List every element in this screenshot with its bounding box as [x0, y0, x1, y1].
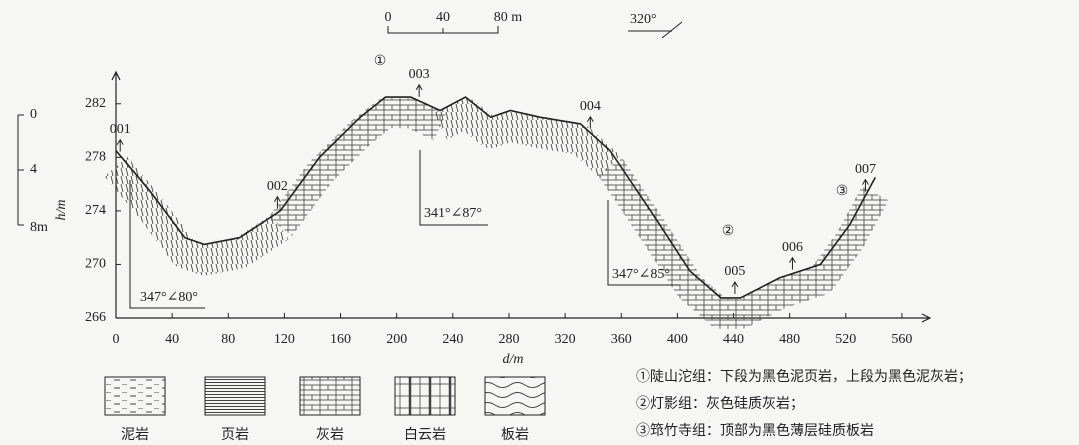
depth-label: 0 — [30, 107, 37, 122]
scale-label: 0 — [385, 10, 392, 25]
chart: 2662702742782820408012016020024028032036… — [0, 0, 1079, 445]
legend-label: 板岩 — [501, 427, 529, 443]
x-tick-label: 480 — [779, 332, 800, 347]
x-tick-label: 80 — [221, 332, 235, 347]
x-tick-label: 400 — [667, 332, 688, 347]
note: ②灯影组：灰色硅质灰岩； — [636, 395, 804, 412]
x-tick-label: 520 — [835, 332, 856, 347]
station-label: 007 — [855, 162, 876, 177]
station-label: 004 — [580, 99, 601, 114]
rock-band — [280, 113, 440, 227]
x-tick-label: 560 — [891, 332, 912, 347]
x-tick-label: 120 — [274, 332, 295, 347]
y-tick-label: 278 — [85, 150, 106, 165]
station-label: 005 — [724, 264, 745, 279]
legend-label: 灰岩 — [316, 427, 344, 443]
station-label: 002 — [267, 179, 288, 194]
legend-swatch — [395, 377, 455, 415]
note: ③筇竹寺组：顶部为黑色薄层硅质板岩 — [636, 422, 874, 439]
y-tick-label: 274 — [85, 203, 106, 218]
legend-label: 白云岩 — [404, 427, 446, 443]
station-label: 006 — [782, 240, 803, 255]
station-arrow — [789, 258, 795, 270]
y-axis-label: h/m — [54, 200, 69, 221]
y-tick-label: 270 — [85, 257, 106, 272]
x-tick-label: 280 — [498, 332, 519, 347]
depth-scale — [18, 115, 24, 225]
x-tick-label: 320 — [555, 332, 576, 347]
scale-label: 40 — [436, 10, 450, 25]
y-tick-label: 282 — [85, 96, 106, 111]
x-tick-label: 440 — [723, 332, 744, 347]
attitude-label: 347°∠80° — [140, 290, 198, 305]
depth-label: 4 — [30, 162, 37, 177]
station-arrow — [587, 117, 593, 129]
formation-mark: ② — [722, 224, 735, 239]
x-tick-label: 240 — [442, 332, 463, 347]
attitude-label: 341°∠87° — [424, 206, 482, 221]
scale-label: 80 m — [494, 10, 523, 25]
x-tick-label: 160 — [330, 332, 351, 347]
formation-mark: ① — [374, 54, 387, 69]
x-axis-label: d/m — [503, 352, 524, 367]
legend-swatch — [300, 377, 360, 415]
legend-swatch — [205, 377, 265, 415]
x-tick-label: 360 — [611, 332, 632, 347]
legend-swatch — [485, 377, 545, 415]
x-axis — [116, 314, 930, 322]
rock-band — [440, 113, 610, 167]
station-label: 001 — [110, 122, 131, 137]
x-tick-label: 0 — [113, 332, 120, 347]
y-tick-label: 266 — [85, 310, 106, 325]
depth-label: 8m — [30, 220, 48, 235]
orientation: 320° — [630, 12, 657, 27]
legend-label: 页岩 — [221, 427, 249, 443]
station-arrow — [732, 282, 738, 294]
station-arrow — [416, 85, 422, 97]
station-label: 003 — [409, 67, 430, 82]
formation-mark: ③ — [836, 184, 849, 199]
y-axis — [112, 72, 120, 318]
attitude-label: 347°∠85° — [612, 267, 670, 282]
x-tick-label: 40 — [165, 332, 179, 347]
x-tick-label: 200 — [386, 332, 407, 347]
legend-label: 泥岩 — [121, 427, 149, 443]
station-arrow — [117, 140, 123, 152]
note: ①陡山沱组：下段为黑色泥页岩，上段为黑色泥灰岩； — [636, 368, 972, 385]
scale-bar — [388, 26, 498, 33]
legend-swatch — [105, 377, 165, 415]
